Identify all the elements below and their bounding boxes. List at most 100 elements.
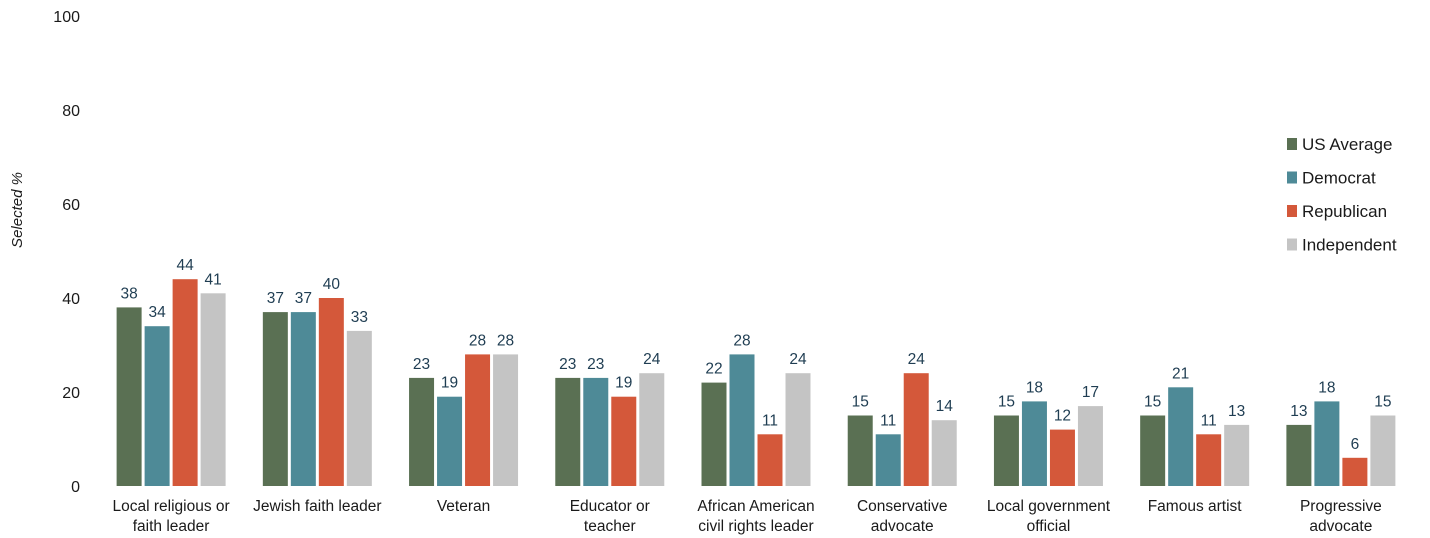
legend-label-independent: Independent xyxy=(1302,236,1397,255)
legend-swatch-us-average xyxy=(1287,138,1297,150)
data-label-republican-4: 19 xyxy=(615,375,632,392)
y-tick-label-0: 0 xyxy=(71,479,80,496)
bar-democrat-3 xyxy=(437,396,463,486)
data-label-independent-8: 13 xyxy=(1228,403,1245,420)
legend-swatch-democrat xyxy=(1287,171,1297,184)
y-tick-label-20: 20 xyxy=(62,385,80,402)
data-label-democrat-6: 11 xyxy=(880,412,896,429)
data-label-us-average-8: 15 xyxy=(1144,394,1161,411)
category-label-line: teacher xyxy=(584,518,636,535)
data-label-independent-3: 28 xyxy=(497,332,514,349)
data-label-us-average-3: 23 xyxy=(413,356,430,373)
legend-swatch-republican xyxy=(1287,205,1297,217)
bar-republican-8 xyxy=(1196,434,1222,486)
data-label-democrat-8: 21 xyxy=(1172,365,1189,382)
category-label-9: Progressive advocate xyxy=(1300,498,1382,535)
category-label-line: Famous artist xyxy=(1148,498,1243,515)
y-tick-label-60: 60 xyxy=(62,197,80,214)
category-label-line: Local religious or xyxy=(113,498,230,515)
y-axis-ticks: 0 20 40 60 80 100 xyxy=(53,9,80,496)
data-label-democrat-2: 37 xyxy=(295,290,312,307)
bar-us-average-3 xyxy=(409,377,435,486)
data-label-democrat-7: 18 xyxy=(1026,379,1043,396)
data-label-republican-1: 44 xyxy=(176,257,194,274)
bar-republican-9 xyxy=(1342,457,1368,486)
data-label-republican-5: 11 xyxy=(762,412,778,429)
category-label-line: advocate xyxy=(1309,518,1372,535)
data-label-independent-4: 24 xyxy=(643,351,661,368)
y-axis-label: Selected % xyxy=(9,172,26,248)
data-label-democrat-4: 23 xyxy=(587,356,604,373)
bar-independent-7 xyxy=(1077,406,1103,486)
bar-us-average-8 xyxy=(1140,415,1166,486)
bar-independent-4 xyxy=(639,373,665,486)
legend-label-republican: Republican xyxy=(1302,202,1387,221)
bar-us-average-1 xyxy=(116,307,142,486)
bar-us-average-4 xyxy=(555,377,581,486)
bar-republican-2 xyxy=(318,298,344,486)
data-label-republican-9: 6 xyxy=(1351,436,1360,453)
data-label-independent-6: 14 xyxy=(936,398,954,415)
data-label-us-average-4: 23 xyxy=(559,356,576,373)
bar-independent-9 xyxy=(1370,415,1396,486)
data-label-us-average-1: 38 xyxy=(120,285,137,302)
bar-democrat-6 xyxy=(875,434,901,486)
bar-republican-3 xyxy=(465,354,491,486)
data-label-us-average-6: 15 xyxy=(852,394,869,411)
category-label-4: Educator or teacher xyxy=(570,498,650,535)
y-tick-label-40: 40 xyxy=(62,291,80,308)
category-label-line: Jewish faith leader xyxy=(253,498,381,515)
data-label-us-average-5: 22 xyxy=(705,361,722,378)
data-label-republican-8: 11 xyxy=(1201,412,1217,429)
category-label-line: Conservative xyxy=(857,498,947,515)
category-label-line: African American xyxy=(697,498,814,515)
data-label-independent-7: 17 xyxy=(1082,384,1099,401)
data-label-republican-6: 24 xyxy=(908,351,926,368)
y-tick-label-100: 100 xyxy=(53,9,80,26)
y-tick-label-80: 80 xyxy=(62,103,80,120)
category-label-5: African American civil rights leader xyxy=(697,498,814,535)
bar-republican-1 xyxy=(172,279,198,486)
category-label-2: Jewish faith leader xyxy=(253,498,381,515)
bar-democrat-1 xyxy=(144,326,170,486)
bar-independent-5 xyxy=(785,373,811,486)
data-label-independent-2: 33 xyxy=(351,309,368,326)
category-label-7: Local government official xyxy=(987,498,1111,535)
category-label-1: Local religious or faith leader xyxy=(113,498,230,535)
category-label-line: civil rights leader xyxy=(698,518,813,535)
bar-independent-8 xyxy=(1224,424,1250,486)
bar-democrat-4 xyxy=(583,377,609,486)
category-label-line: Local government xyxy=(987,498,1111,515)
bar-democrat-2 xyxy=(290,312,316,486)
data-label-republican-2: 40 xyxy=(323,276,341,293)
data-label-democrat-3: 19 xyxy=(441,375,458,392)
data-label-democrat-1: 34 xyxy=(148,304,166,321)
legend-label-democrat: Democrat xyxy=(1302,169,1376,188)
data-label-independent-9: 15 xyxy=(1374,394,1391,411)
bar-us-average-7 xyxy=(993,415,1019,486)
bar-democrat-7 xyxy=(1021,401,1047,486)
category-label-6: Conservative advocate xyxy=(857,498,947,535)
legend: US Average Democrat Republican Independent xyxy=(1287,135,1397,255)
bar-us-average-9 xyxy=(1286,424,1312,486)
bar-republican-5 xyxy=(757,434,783,486)
data-label-republican-3: 28 xyxy=(469,332,486,349)
category-label-line: Educator or xyxy=(570,498,650,515)
data-labels: 38 34 44 41 37 37 40 33 23 19 28 28 23 23 19 24 22 28 11 24… xyxy=(120,257,1391,453)
bar-us-average-5 xyxy=(701,382,727,486)
data-label-independent-1: 41 xyxy=(204,271,221,288)
category-label-line: faith leader xyxy=(133,518,210,535)
bar-republican-7 xyxy=(1049,429,1075,486)
data-label-democrat-5: 28 xyxy=(733,332,750,349)
category-label-8: Famous artist xyxy=(1148,498,1243,515)
bar-democrat-9 xyxy=(1314,401,1340,486)
bar-republican-4 xyxy=(611,396,637,486)
bar-independent-2 xyxy=(346,330,372,486)
bar-independent-3 xyxy=(493,354,519,486)
data-label-republican-7: 12 xyxy=(1054,408,1071,425)
data-label-democrat-9: 18 xyxy=(1318,379,1335,396)
data-label-us-average-9: 13 xyxy=(1290,403,1307,420)
data-label-us-average-2: 37 xyxy=(267,290,284,307)
legend-label-us-average: US Average xyxy=(1302,135,1392,154)
category-label-line: Progressive xyxy=(1300,498,1382,515)
